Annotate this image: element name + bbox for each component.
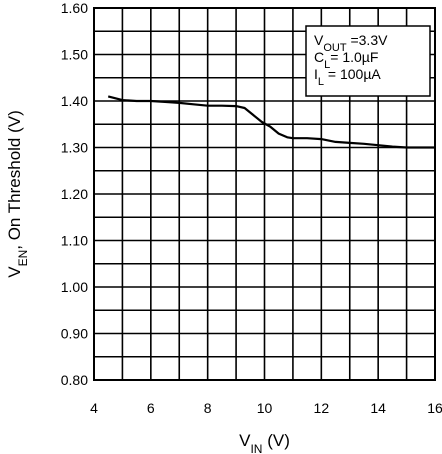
plot-border	[93, 7, 436, 381]
y-tick-label: 1.60	[61, 0, 88, 16]
y-tick-label: 1.00	[61, 279, 88, 295]
y-tick-label: 1.20	[61, 186, 88, 202]
x-tick-label: 6	[147, 400, 155, 416]
annotation-frame	[305, 25, 431, 97]
y-tick-label: 1.50	[61, 47, 88, 63]
y-axis-title: VEN, On Threshold (V)	[5, 110, 30, 278]
x-tick-labels: 4 6 8 10 12 14 16	[90, 400, 442, 416]
series-group	[107, 95, 435, 149]
y-tick-labels: 0.80 0.90 1.00 1.10 1.20 1.30 1.40 1.50 1.60	[61, 0, 88, 388]
x-tick-label: 8	[204, 400, 212, 416]
x-tick-label: 4	[90, 400, 98, 416]
y-tick-label: 0.90	[61, 326, 88, 342]
annotation-line: IL = 100µA	[314, 66, 381, 88]
annotation-line: CL= 1.0µF	[314, 49, 378, 71]
annotation-line: VOUT =3.3V	[314, 32, 388, 54]
plot-frame	[93, 7, 436, 381]
series-line	[107, 95, 435, 149]
y-tick-label: 0.80	[61, 372, 88, 388]
y-tick-label: 1.10	[61, 233, 88, 249]
x-tick-label: 16	[427, 400, 442, 416]
x-tick-label: 12	[314, 400, 330, 416]
y-tick-label: 1.30	[61, 140, 88, 156]
x-tick-label: 10	[257, 400, 273, 416]
x-tick-label: 14	[370, 400, 386, 416]
x-axis-title: VIN (V)	[239, 431, 290, 454]
y-tick-label: 1.40	[61, 93, 88, 109]
